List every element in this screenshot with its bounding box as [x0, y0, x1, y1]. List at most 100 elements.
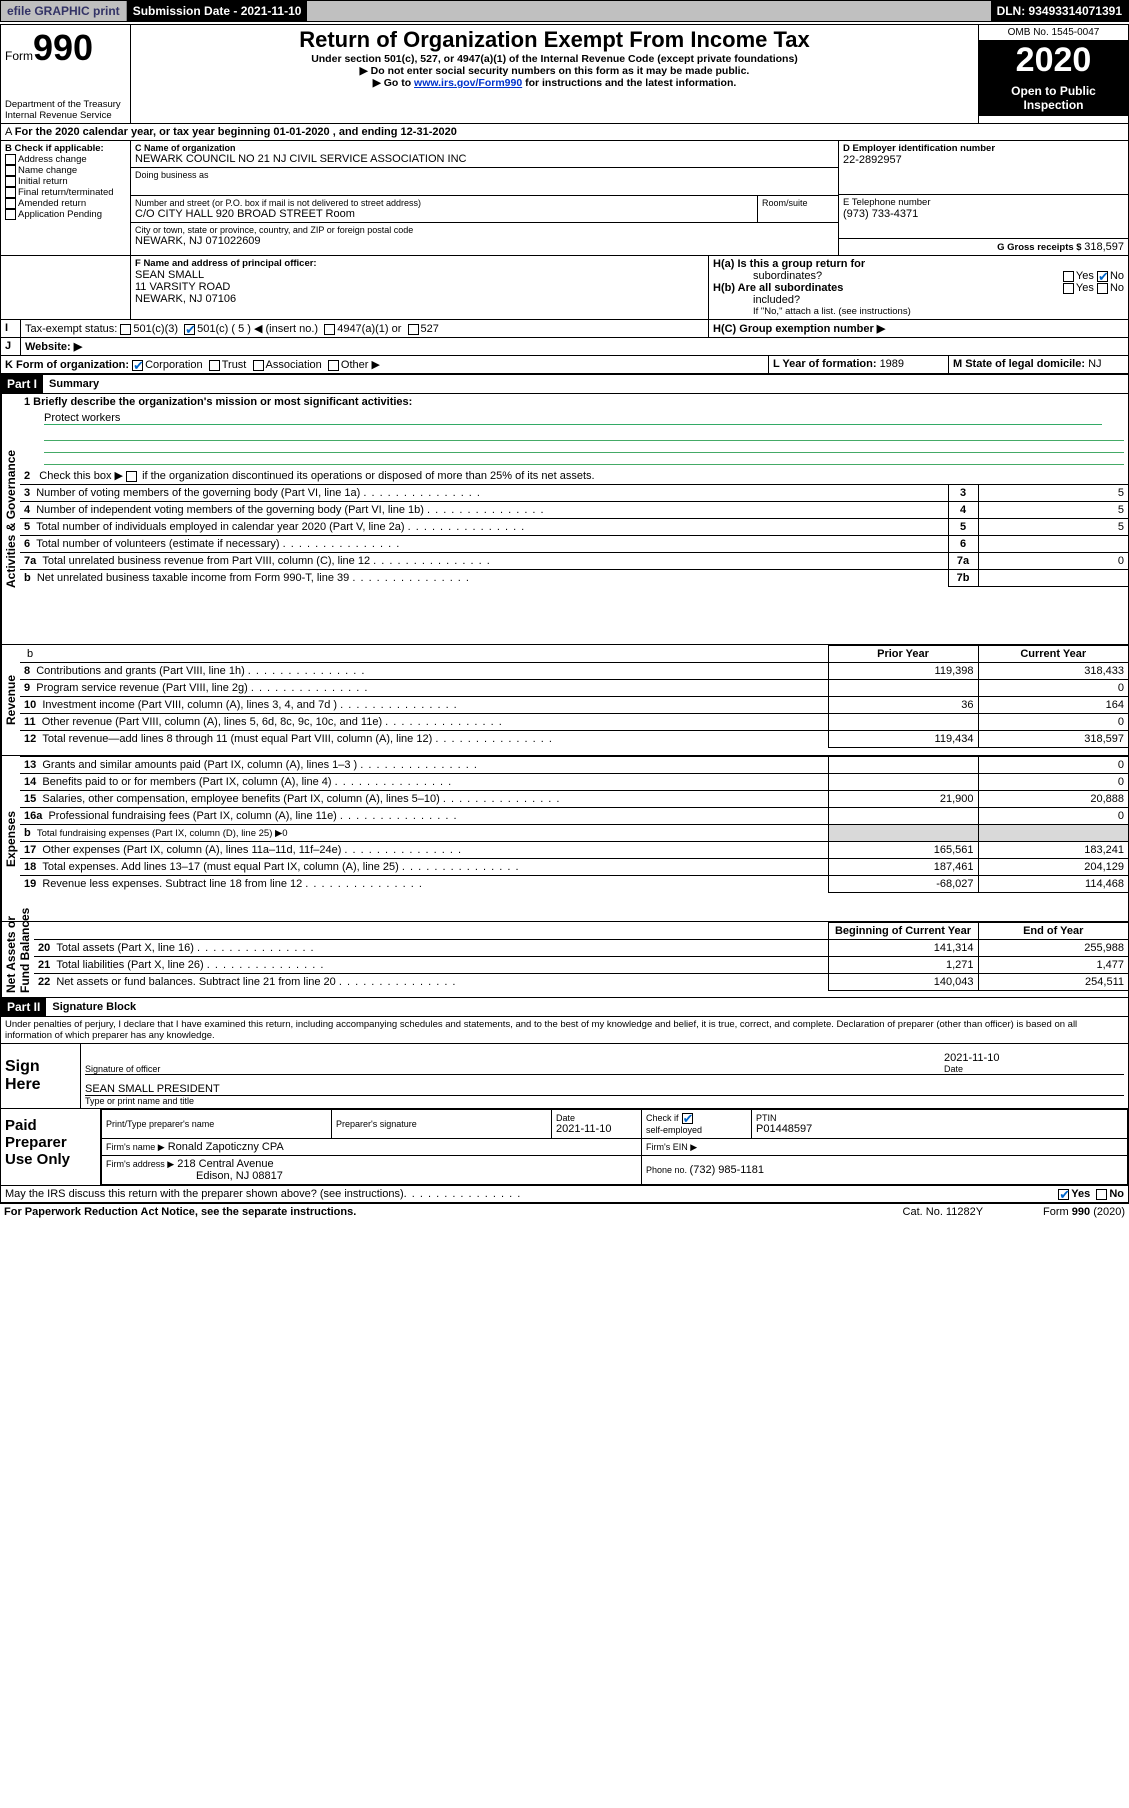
lbl-4947: 4947(a)(1) or: [337, 323, 401, 335]
lbl-corp: Corporation: [145, 359, 202, 371]
section-d-label: D Employer identification number: [843, 143, 1124, 154]
pra-notice: For Paperwork Reduction Act Notice, see …: [4, 1206, 356, 1218]
room-label: Room/suite: [762, 198, 834, 208]
dln: DLN: 93493314071391: [991, 1, 1128, 21]
lbl-app-pending: Application Pending: [18, 209, 102, 220]
col-current: Current Year: [978, 646, 1128, 663]
pt-check-label: Check if: [646, 1113, 679, 1123]
lbl-amended: Amended return: [18, 198, 86, 209]
chk-irs-no[interactable]: [1096, 1189, 1107, 1200]
chk-other[interactable]: [328, 360, 339, 371]
lbl-address-change: Address change: [18, 154, 87, 165]
officer-addr1: 11 VARSITY ROAD: [135, 281, 704, 293]
org-address: C/O CITY HALL 920 BROAD STREET Room: [135, 208, 753, 220]
firm-addr: 218 Central Avenue: [177, 1158, 273, 1170]
city-label: City or town, state or province, country…: [135, 225, 834, 235]
officer-name: SEAN SMALL: [135, 269, 704, 281]
dba-label: Doing business as: [135, 170, 834, 180]
h-c-label: H(C) Group exemption number ▶: [708, 320, 1128, 337]
summary-top-table: 3 Number of voting members of the govern…: [20, 484, 1128, 587]
declaration: Under penalties of perjury, I declare th…: [1, 1017, 1128, 1043]
part2-title: Signature Block: [46, 999, 142, 1015]
chk-527[interactable]: [408, 324, 419, 335]
goto-suffix: for instructions and the latest informat…: [522, 77, 736, 89]
part1-header: Part I: [1, 375, 43, 393]
chk-501c[interactable]: [184, 324, 195, 335]
expenses-table: 13 Grants and similar amounts paid (Part…: [20, 756, 1128, 893]
chk-final-return[interactable]: [5, 187, 16, 198]
pt-date-label: Date: [556, 1113, 637, 1123]
side-expenses: Expenses: [1, 756, 20, 921]
dept-treasury: Department of the Treasury: [5, 99, 126, 110]
h-b-label: H(b) Are all subordinates: [713, 282, 843, 294]
side-net-assets: Net Assets or Fund Balances: [1, 922, 34, 997]
chk-ha-yes[interactable]: [1063, 271, 1074, 282]
inspection: Inspection: [1023, 98, 1083, 112]
chk-hb-no[interactable]: [1097, 283, 1108, 294]
chk-line2[interactable]: [126, 471, 137, 482]
chk-hb-yes[interactable]: [1063, 283, 1074, 294]
h-a-label: H(a) Is this a group return for: [713, 258, 865, 270]
form-number: 990: [33, 27, 93, 68]
section-g-label: G Gross receipts $: [997, 242, 1084, 253]
form-footer: Form 990 (2020): [1043, 1206, 1125, 1218]
paid-preparer-label: Paid Preparer Use Only: [1, 1109, 101, 1185]
side-revenue: Revenue: [1, 645, 20, 755]
irs-link[interactable]: www.irs.gov/Form990: [414, 77, 522, 89]
chk-initial-return[interactable]: [5, 176, 16, 187]
efile-button[interactable]: efile GRAPHIC print: [1, 1, 127, 21]
lbl-name-change: Name change: [18, 165, 77, 176]
h-b-sub: included?: [753, 294, 1124, 306]
sig-officer-label: Signature of officer: [85, 1064, 944, 1074]
lbl-527: 527: [421, 323, 439, 335]
chk-app-pending[interactable]: [5, 209, 16, 220]
chk-self-employed[interactable]: [682, 1113, 693, 1124]
chk-assoc[interactable]: [253, 360, 264, 371]
lbl-initial-return: Initial return: [18, 176, 68, 187]
lbl-no: No: [1110, 270, 1124, 282]
sig-date-val: 2021-11-10: [944, 1052, 1124, 1064]
chk-trust[interactable]: [209, 360, 220, 371]
lbl-assoc: Association: [266, 359, 322, 371]
addr-label: Number and street (or P.O. box if mail i…: [135, 198, 753, 208]
chk-address-change[interactable]: [5, 154, 16, 165]
ptin-val: P01448597: [756, 1123, 1123, 1135]
chk-4947[interactable]: [324, 324, 335, 335]
omb-number: OMB No. 1545-0047: [979, 25, 1128, 41]
goto-prefix: Go to: [384, 77, 414, 89]
chk-501c3[interactable]: [120, 324, 131, 335]
header-bar: efile GRAPHIC print Submission Date - 20…: [0, 0, 1129, 22]
chk-irs-yes[interactable]: [1058, 1189, 1069, 1200]
h-a-sub: subordinates?: [753, 270, 822, 282]
chk-name-change[interactable]: [5, 165, 16, 176]
form-label: Form: [5, 49, 33, 63]
lbl-yes2: Yes: [1076, 282, 1094, 294]
chk-corp[interactable]: [132, 360, 143, 371]
sig-date-label: Date: [944, 1064, 1124, 1074]
irs-label: Internal Revenue Service: [5, 110, 126, 121]
officer-typed-name: SEAN SMALL PRESIDENT: [85, 1083, 1124, 1095]
lbl-501c: 501(c) ( 5 ) ◀ (insert no.): [197, 323, 318, 335]
lbl-501c3: 501(c)(3): [133, 323, 178, 335]
chk-amended[interactable]: [5, 198, 16, 209]
submission-date: Submission Date - 2021-11-10: [127, 1, 308, 21]
preparer-phone: (732) 985-1181: [690, 1164, 764, 1176]
lbl-trust: Trust: [222, 359, 247, 371]
cat-no: Cat. No. 11282Y: [903, 1206, 984, 1218]
phone-label: Phone no.: [646, 1165, 690, 1175]
lbl-other: Other ▶: [341, 359, 380, 371]
org-name: NEWARK COUNCIL NO 21 NJ CIVIL SERVICE AS…: [135, 153, 834, 165]
preparer-table: Print/Type preparer's name Preparer's si…: [101, 1109, 1128, 1185]
subtitle-1: Under section 501(c), 527, or 4947(a)(1)…: [137, 53, 972, 65]
chk-ha-no[interactable]: [1097, 271, 1108, 282]
type-print-label: Type or print name and title: [85, 1096, 1124, 1106]
ptin-label: PTIN: [756, 1113, 1123, 1123]
line2-text: 2 Check this box ▶ if the organization d…: [20, 467, 1128, 484]
col-beginning: Beginning of Current Year: [828, 923, 978, 940]
revenue-table: bPrior YearCurrent Year 8 Contributions …: [20, 645, 1128, 748]
tax-year: 2020: [979, 41, 1128, 80]
firm-name: Ronald Zapoticzny CPA: [168, 1141, 284, 1153]
line-a: A For the 2020 calendar year, or tax yea…: [1, 124, 1128, 141]
firm-ein-label: Firm's EIN ▶: [646, 1142, 697, 1152]
mission: Protect workers: [44, 412, 120, 424]
